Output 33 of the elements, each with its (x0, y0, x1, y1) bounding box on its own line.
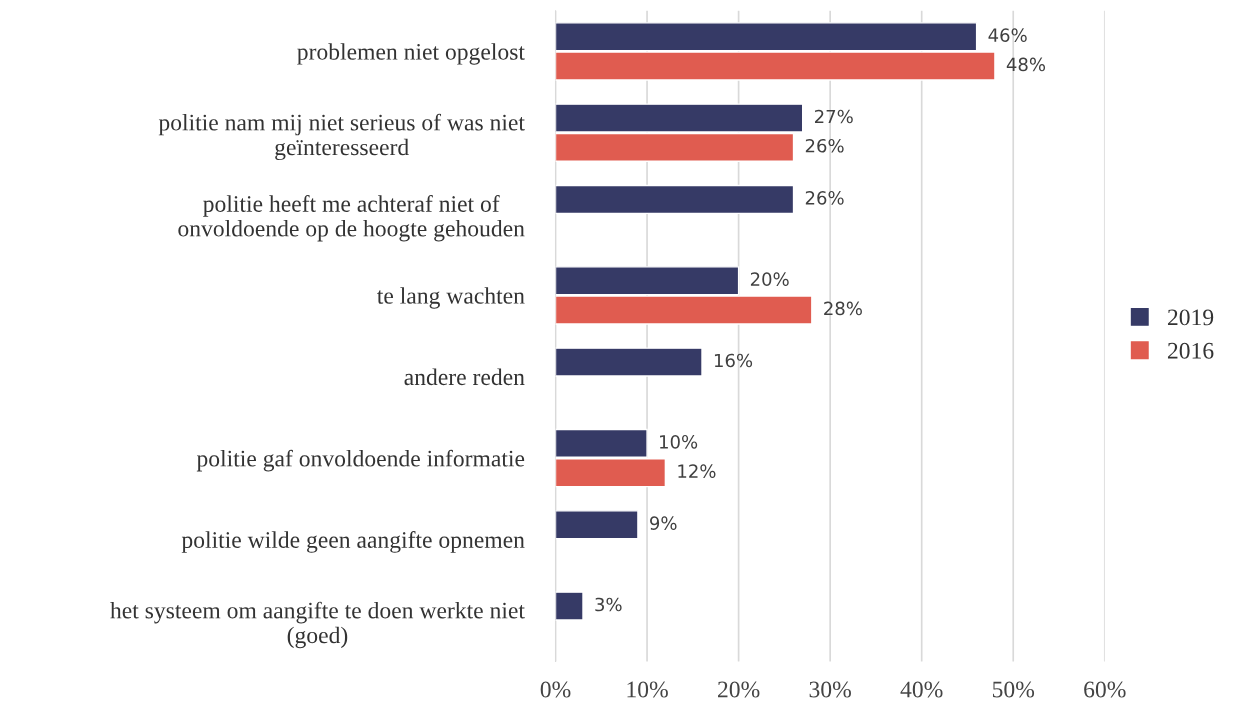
data-label: 12% (678, 464, 716, 478)
data-label: 28% (824, 301, 862, 316)
data-label: 27% (814, 109, 853, 124)
data-label: 46% (988, 28, 1027, 42)
bar (555, 347, 703, 377)
y-tick-label: andere reden (404, 368, 525, 386)
y-tick-label: het systeem om aangifte te doen werkte niet (goed) (110, 601, 525, 649)
data-label: 26% (805, 191, 844, 205)
x-tick-label: 10% (627, 681, 668, 698)
legend-label: 2016 (1167, 342, 1214, 359)
data-label: 48% (1006, 57, 1046, 72)
data-label: 10% (660, 434, 698, 449)
bar (555, 184, 795, 215)
x-tick-label: 30% (809, 681, 851, 698)
data-label: 26% (805, 138, 844, 153)
data-label: 16% (714, 353, 753, 368)
y-tick-label: problemen niet opgelost (297, 43, 525, 65)
y-tick-label: politie wilde geen aangifte opnemen (181, 531, 525, 553)
y-tick-label: politie nam mij niet serieus of was niet geïnteresseerd (158, 113, 525, 161)
bar (555, 591, 584, 621)
data-label: 9% (650, 516, 677, 530)
y-tick-label: te lang wachten (377, 287, 525, 309)
x-tick-label: 40% (900, 681, 943, 698)
x-tick-label: 0% (540, 681, 571, 698)
x-tick-label: 20% (718, 681, 760, 698)
y-tick-label: politie heeft me achteraf niet of onvoldoende op de hoogte gehouden (178, 195, 525, 242)
x-tick-label: 60% (1084, 681, 1126, 698)
y-tick-label: politie gaf onvoldoende informatie (196, 449, 525, 472)
data-label: 3% (595, 597, 622, 612)
data-label: 20% (750, 272, 789, 286)
legend-label: 2019 (1167, 309, 1214, 326)
bar (555, 510, 639, 540)
x-tick-label: 50% (992, 681, 1035, 698)
